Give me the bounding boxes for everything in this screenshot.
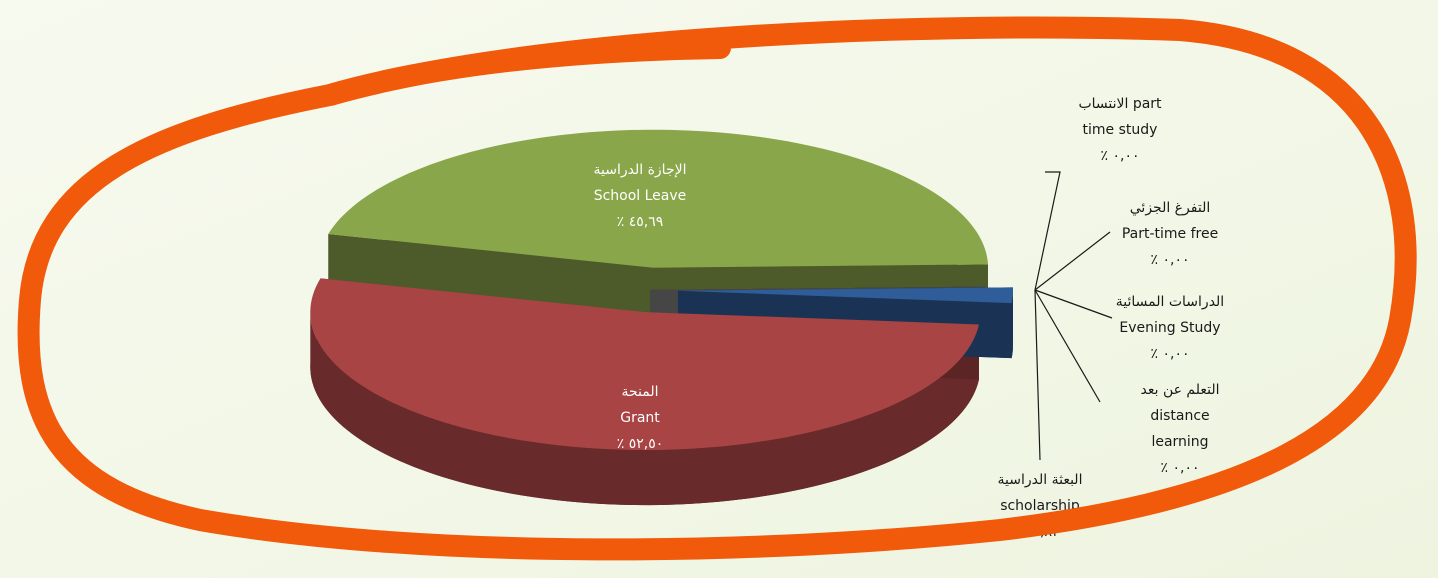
value-label: ٪ ٤٥,٦٩ (617, 214, 664, 230)
leader-line (1034, 171, 1061, 291)
leader-line (1034, 289, 1101, 403)
slice-wall (328, 234, 654, 323)
category-label: المنحة (621, 384, 658, 400)
category-label: التفرغ الجزئي (1130, 200, 1210, 216)
leader-line (1034, 231, 1111, 291)
pie (310, 129, 1013, 506)
category-label: الدراسات المسائية (1116, 294, 1224, 310)
value-label: ٪ ٥٢,٥٠ (617, 436, 664, 452)
category-label: School Leave (594, 188, 687, 204)
category-label: Part-time free (1122, 226, 1218, 242)
value-label: ٪ ٠,٠٠ (1161, 460, 1200, 476)
slice (677, 287, 1013, 304)
leader-line (1034, 289, 1113, 319)
category-label: Grant (620, 410, 660, 426)
category-label: الإجازة الدراسية (594, 162, 687, 178)
slice (328, 129, 989, 268)
category-label: scholarship (1000, 498, 1080, 514)
category-label: distance (1150, 408, 1209, 424)
slice (310, 278, 979, 451)
value-label: ٪ ٠,٠٠ (1101, 148, 1140, 164)
slice-side (310, 312, 979, 506)
leader-line (1034, 289, 1041, 461)
category-label: الانتساب part (1078, 96, 1162, 112)
annotation-circle (17, 16, 1417, 561)
category-label: Evening Study (1119, 320, 1220, 336)
category-label: learning (1151, 434, 1208, 450)
value-label: ٪ ٠,٠٠ (1151, 252, 1190, 268)
labels: المنحة Grant ٪ ٥٢,٥٠ الإجازة الدراسية School… (594, 96, 1225, 540)
category-label: البعثة الدراسية (998, 472, 1083, 488)
value-label: ٪ ٠,٠٠ (1151, 346, 1190, 362)
category-label: time study (1083, 122, 1158, 138)
category-label: التعلم عن بعد (1141, 382, 1220, 398)
